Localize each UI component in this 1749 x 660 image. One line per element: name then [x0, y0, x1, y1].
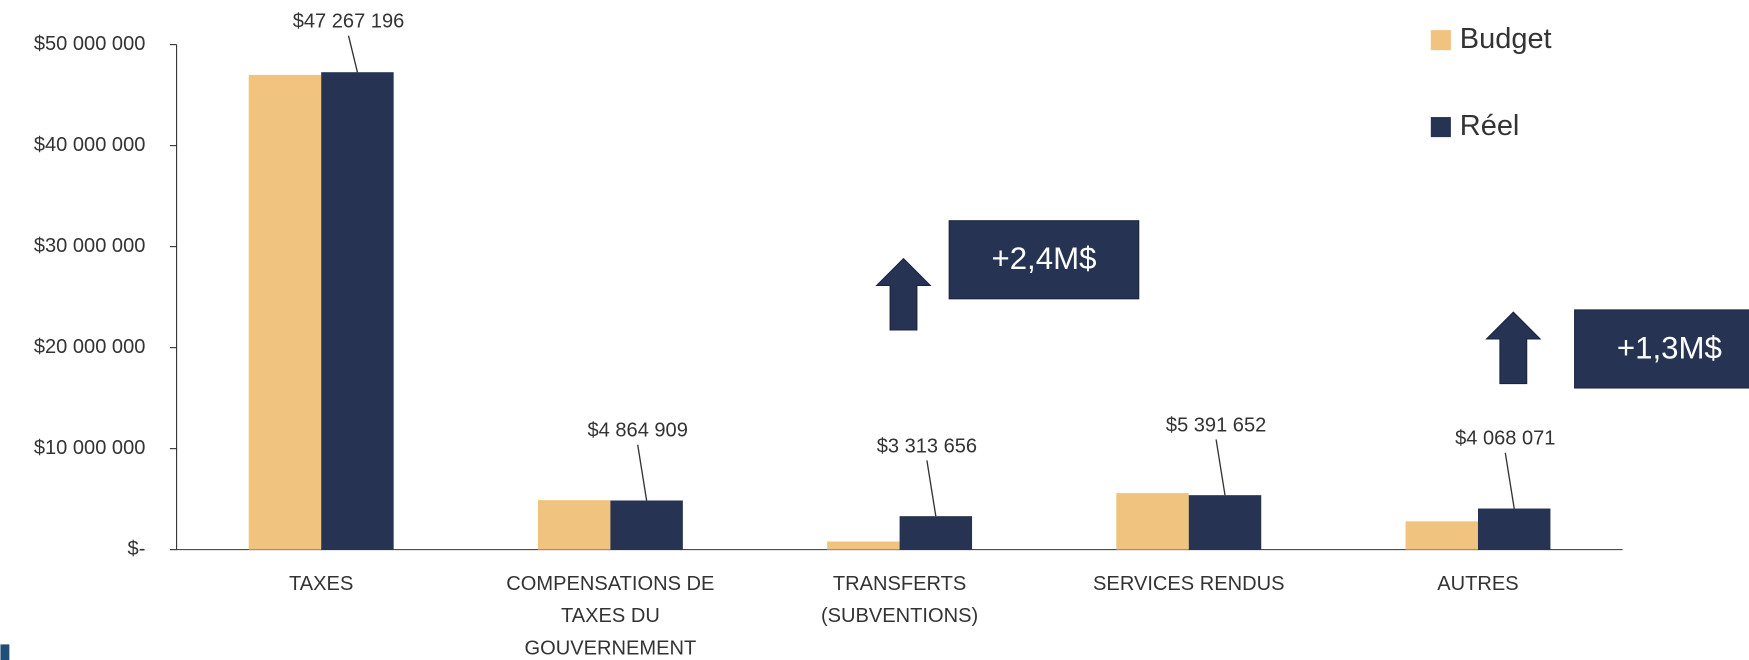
x-label-box: TAXES: [289, 571, 354, 595]
legend-label: Budget: [1460, 23, 1552, 55]
x-tick-label: COMPENSATIONS DE TAXES DU GOUVERNEMENT: [506, 571, 715, 659]
value-label: $4 068 071: [1455, 428, 1555, 450]
bar: [1188, 495, 1262, 550]
value-label: $4 864 909: [588, 420, 688, 442]
leader-line: [1504, 452, 1515, 509]
annotation-box: [948, 220, 1140, 300]
bar: [899, 516, 973, 550]
bar: [827, 541, 900, 550]
arrow-icon: [875, 257, 932, 331]
bar: [248, 74, 322, 550]
legend-swatch: [1430, 117, 1451, 138]
value-label: $5 391 652: [1166, 414, 1266, 436]
logo-fragment: [0, 644, 10, 660]
value-label: $3 313 656: [877, 435, 977, 457]
x-tick-label: SERVICES RENDUS: [1093, 571, 1285, 595]
y-tick-label: $10 000 000: [34, 437, 145, 459]
annotation-label: +1,3M$: [1617, 330, 1722, 365]
y-tick-label: $-: [128, 538, 146, 560]
bar: [1405, 521, 1478, 550]
y-tick-label: $30 000 000: [34, 235, 145, 257]
leader-line: [1215, 439, 1226, 496]
leader-line: [926, 460, 937, 517]
y-tick-label: $20 000 000: [34, 336, 145, 358]
bar: [537, 500, 611, 550]
x-tick-label: AUTRES: [1437, 571, 1519, 595]
legend-swatch: [1430, 30, 1451, 51]
leader-line: [347, 35, 359, 73]
bar: [610, 500, 683, 550]
x-label-box: COMPENSATIONS DE TAXES DU GOUVERNEMENT: [506, 571, 715, 659]
x-label-box: TRANSFERTS (SUBVENTIONS): [820, 571, 979, 627]
x-label-box: AUTRES: [1437, 571, 1519, 595]
x-tick-label: TRANSFERTS (SUBVENTIONS): [820, 571, 979, 627]
y-tick-label: $50 000 000: [34, 33, 145, 55]
legend-label: Réel: [1460, 110, 1520, 142]
arrow-icon: [1485, 311, 1542, 385]
leader-line: [637, 444, 648, 501]
annotation-label: +2,4M$: [991, 241, 1096, 276]
y-tick-label: $40 000 000: [34, 134, 145, 156]
annotation-box: [1574, 309, 1749, 389]
bar: [1116, 493, 1189, 550]
value-label: $47 267 196: [293, 11, 404, 33]
x-tick-label: TAXES: [289, 571, 354, 595]
x-label-box: SERVICES RENDUS: [1093, 571, 1285, 595]
bar: [1477, 508, 1551, 550]
bar: [321, 72, 394, 550]
